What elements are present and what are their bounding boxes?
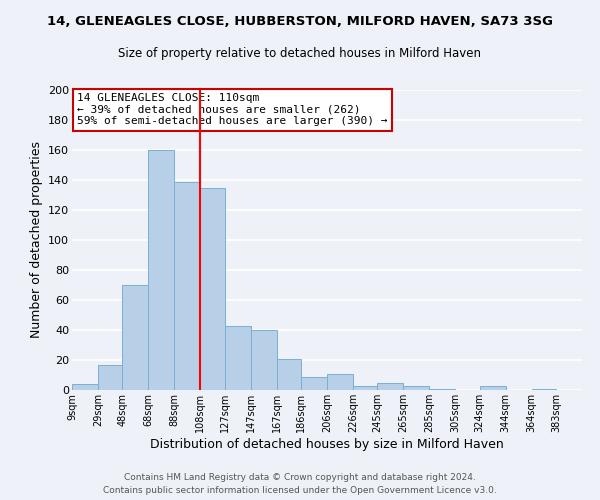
Text: 14 GLENEAGLES CLOSE: 110sqm
← 39% of detached houses are smaller (262)
59% of se: 14 GLENEAGLES CLOSE: 110sqm ← 39% of det…: [77, 93, 388, 126]
Text: Contains HM Land Registry data © Crown copyright and database right 2024.: Contains HM Land Registry data © Crown c…: [124, 472, 476, 482]
Bar: [353, 386, 377, 390]
Bar: [98, 364, 122, 390]
Bar: [301, 376, 327, 390]
Bar: [327, 374, 353, 390]
Bar: [251, 330, 277, 390]
Bar: [532, 388, 556, 390]
Text: Contains public sector information licensed under the Open Government Licence v3: Contains public sector information licen…: [103, 486, 497, 495]
Bar: [225, 326, 251, 390]
Text: Size of property relative to detached houses in Milford Haven: Size of property relative to detached ho…: [119, 48, 482, 60]
Bar: [377, 382, 403, 390]
X-axis label: Distribution of detached houses by size in Milford Haven: Distribution of detached houses by size …: [150, 438, 504, 450]
Bar: [403, 386, 429, 390]
Bar: [148, 150, 174, 390]
Y-axis label: Number of detached properties: Number of detached properties: [29, 142, 43, 338]
Bar: [72, 384, 98, 390]
Bar: [200, 188, 225, 390]
Bar: [122, 285, 148, 390]
Bar: [174, 182, 200, 390]
Bar: [480, 386, 506, 390]
Text: 14, GLENEAGLES CLOSE, HUBBERSTON, MILFORD HAVEN, SA73 3SG: 14, GLENEAGLES CLOSE, HUBBERSTON, MILFOR…: [47, 15, 553, 28]
Bar: [429, 388, 455, 390]
Bar: [277, 358, 301, 390]
